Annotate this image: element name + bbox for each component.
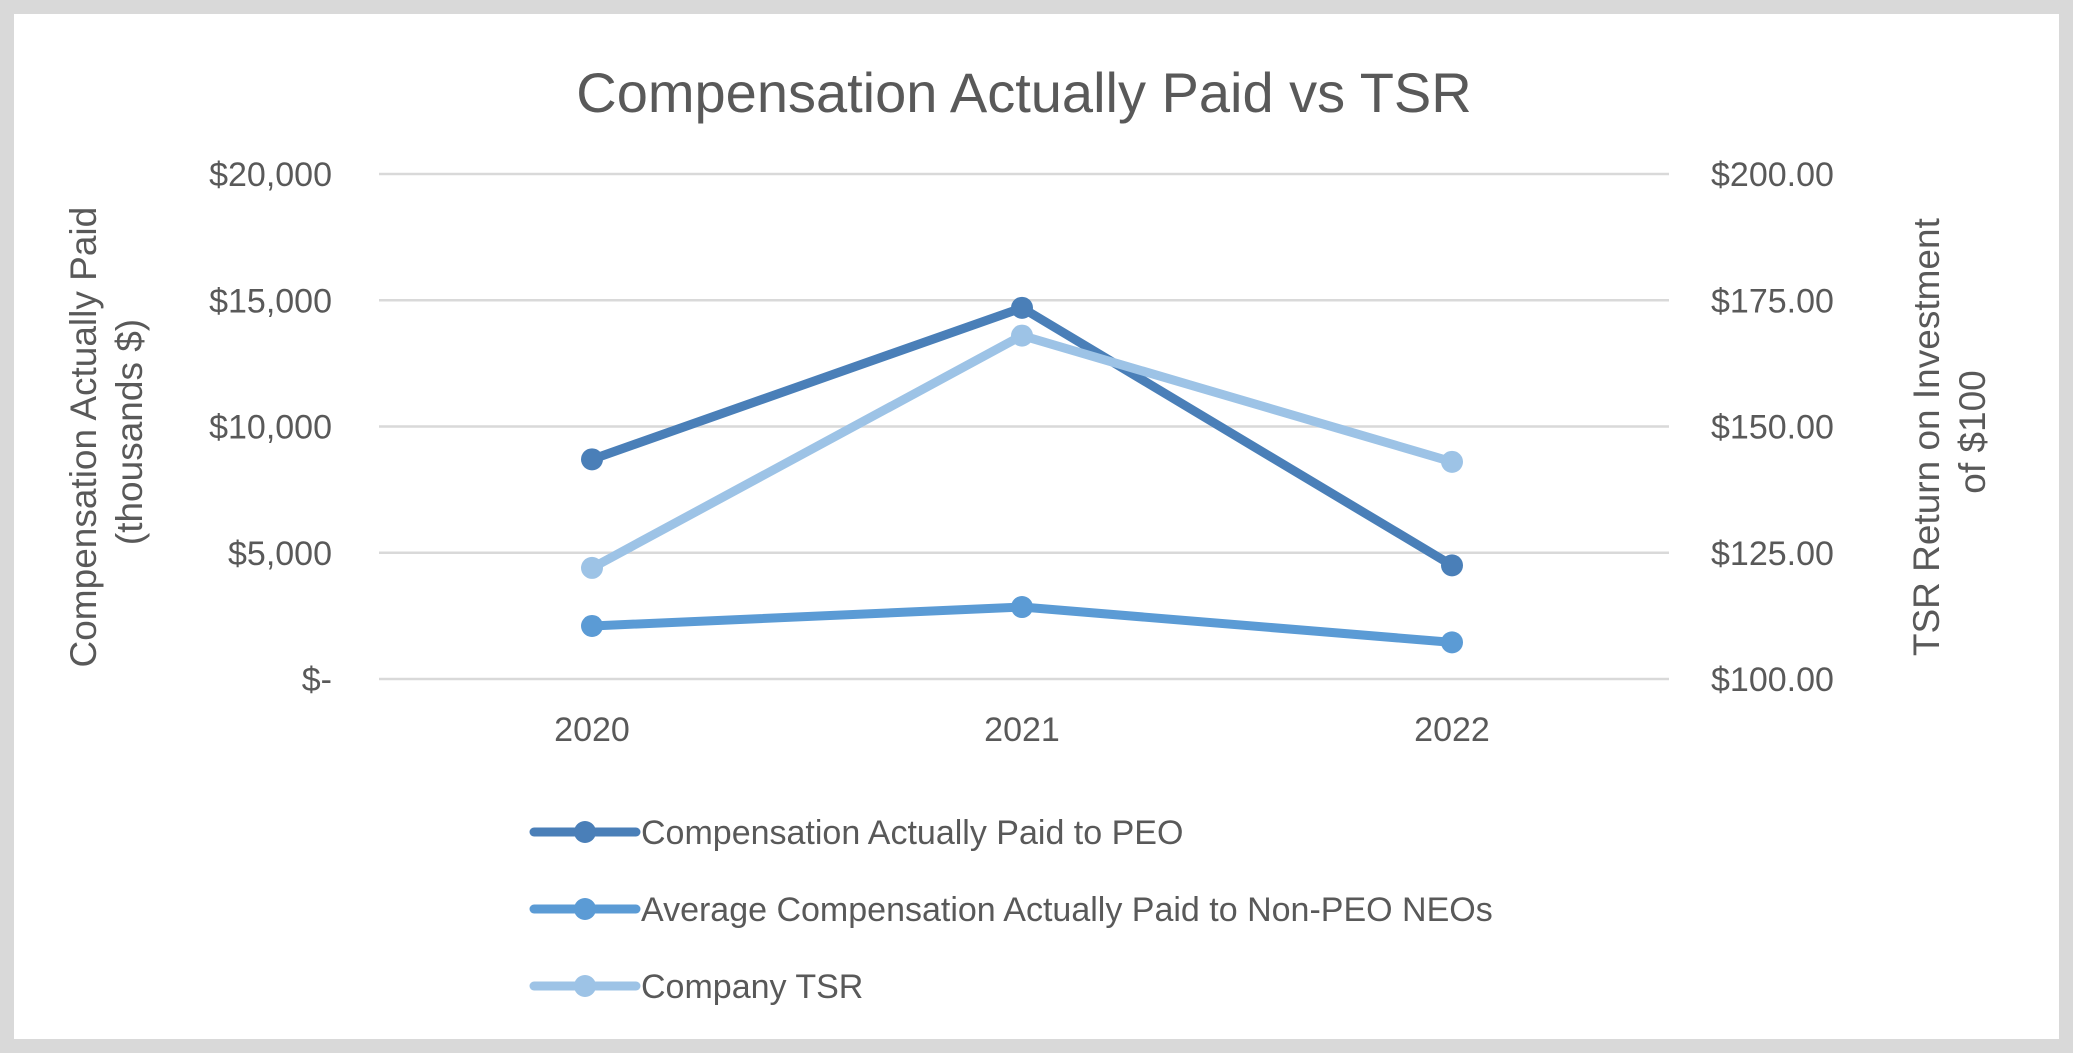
chart-svg: Compensation Actually Paid vs TSR $- $5,0… xyxy=(63,61,1993,1006)
left-axis-label: Compensation Actually Paid (thousands $) xyxy=(63,197,150,668)
right-tick-label: $175.00 xyxy=(1711,282,1834,320)
left-axis-label-line-2: (thousands $) xyxy=(109,319,150,545)
legend-label: Company TSR xyxy=(641,968,863,1006)
series-2-point xyxy=(581,614,603,637)
chart-frame: Compensation Actually Paid vs TSR $- $5,0… xyxy=(14,14,2059,1039)
series-3-point xyxy=(581,556,603,579)
left-tick-label: $15,000 xyxy=(209,282,332,320)
right-tick-label: $150.00 xyxy=(1711,409,1834,447)
right-axis-label: TSR Return on Investment of $100 xyxy=(1906,208,1993,656)
right-axis-ticks: $100.00 $125.00 $150.00 $175.00 $200.00 xyxy=(1711,156,1834,699)
legend: Compensation Actually Paid to PEO Average… xyxy=(529,814,1493,1006)
series-1-point xyxy=(1441,554,1463,577)
chart-title: Compensation Actually Paid vs TSR xyxy=(576,61,1471,124)
right-axis-label-line-2: of $100 xyxy=(1952,370,1993,493)
left-axis-ticks: $- $5,000 $10,000 $15,000 $20,000 xyxy=(209,156,332,699)
right-tick-label: $200.00 xyxy=(1711,156,1834,194)
legend-label: Compensation Actually Paid to PEO xyxy=(641,814,1183,852)
right-tick-label: $125.00 xyxy=(1711,535,1834,573)
series-layer xyxy=(581,296,1463,654)
series-1-point xyxy=(581,448,603,471)
series-1-point xyxy=(1011,296,1033,319)
left-tick-label: $5,000 xyxy=(228,535,332,573)
x-tick-label: 2021 xyxy=(984,711,1060,749)
legend-swatch-marker xyxy=(574,975,596,997)
series-2-point xyxy=(1011,596,1033,619)
right-axis-label-line-1: TSR Return on Investment xyxy=(1906,217,1947,656)
x-tick-label: 2022 xyxy=(1414,711,1490,749)
left-tick-label: $20,000 xyxy=(209,156,332,194)
series-line-3 xyxy=(587,331,1457,573)
left-tick-label: $10,000 xyxy=(209,409,332,447)
legend-swatch-marker xyxy=(574,821,596,843)
series-3-point xyxy=(1441,450,1463,473)
gridlines xyxy=(379,172,1669,681)
left-axis-label-line-1: Compensation Actually Paid xyxy=(63,207,104,668)
series-3-point xyxy=(1011,324,1033,347)
series-2-point xyxy=(1441,631,1463,654)
right-tick-label: $100.00 xyxy=(1711,661,1834,699)
left-tick-label: $- xyxy=(302,661,332,699)
x-axis-ticks: 2020 2021 2022 xyxy=(554,711,1490,749)
legend-label: Average Compensation Actually Paid to No… xyxy=(641,891,1493,929)
x-tick-label: 2020 xyxy=(554,711,630,749)
legend-swatch-marker xyxy=(574,898,596,920)
